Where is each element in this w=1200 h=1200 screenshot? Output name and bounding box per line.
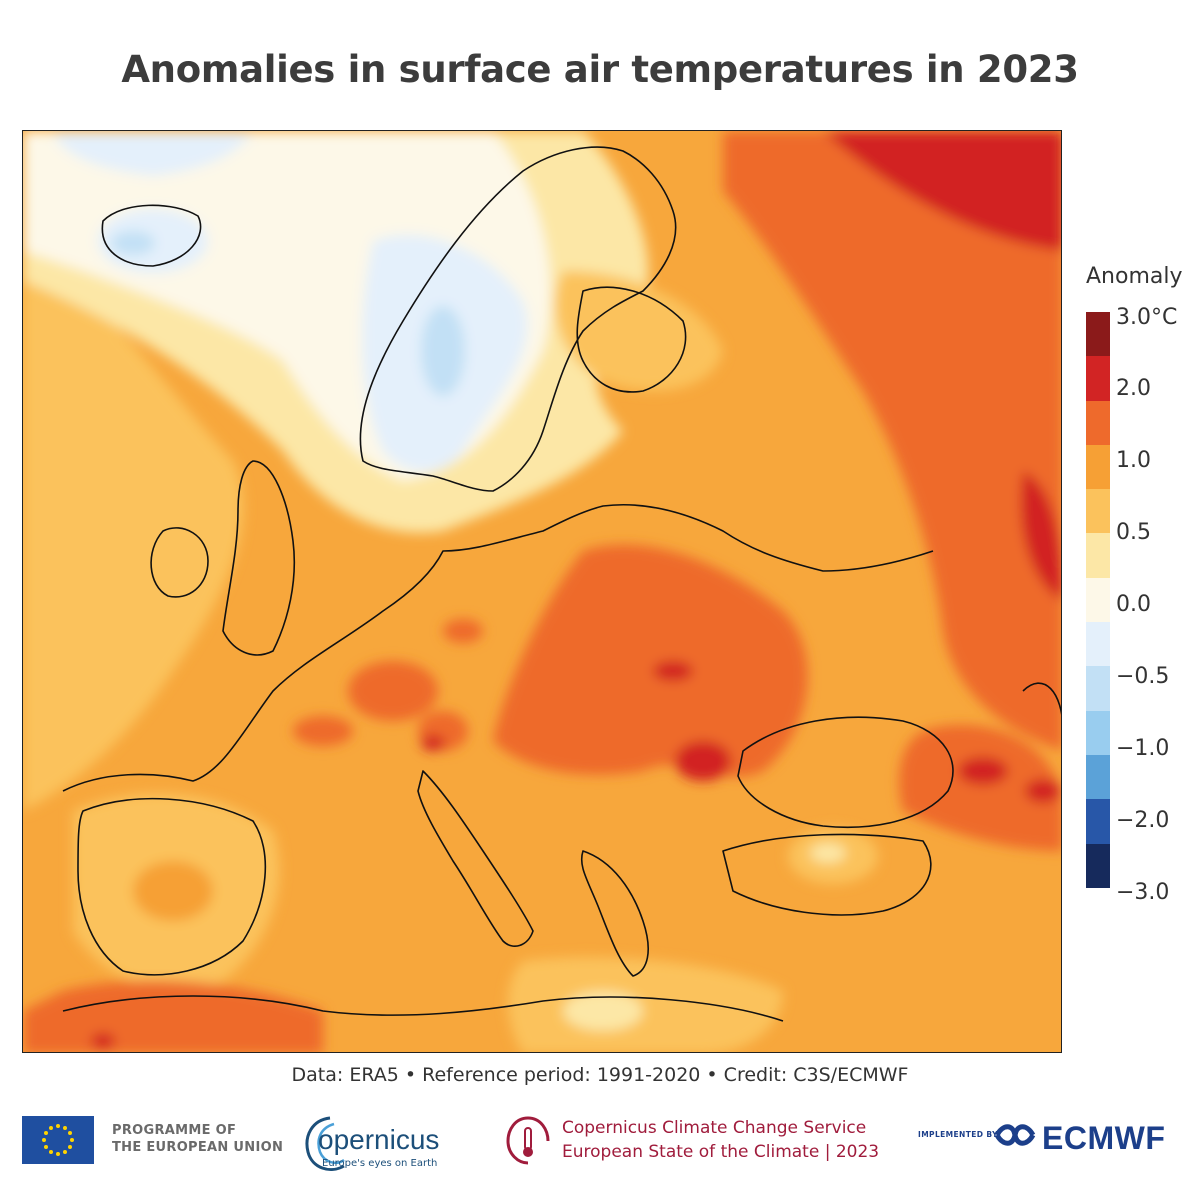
- c3s-line-1: Copernicus Climate Change Service: [562, 1118, 867, 1138]
- zone-hot-ukraine: [653, 661, 693, 681]
- coastline-ireland: [150, 527, 209, 598]
- eu-line-1: PROGRAMME OF: [112, 1123, 237, 1138]
- legend-tick-label: −1.0: [1116, 736, 1170, 761]
- data-credit: Data: ERA5 • Reference period: 1991-2020…: [291, 1064, 909, 1086]
- legend-swatch: [1086, 754, 1110, 800]
- copernicus-tagline: Europe's eyes on Earth: [322, 1158, 438, 1169]
- implemented-by-text: IMPLEMENTED BY: [918, 1130, 998, 1139]
- ecmwf-wordmark: ECMWF: [1042, 1120, 1166, 1156]
- zone-hot-caucasus: [1025, 779, 1061, 803]
- map-title: Anomalies in surface air temperatures in…: [121, 48, 1079, 91]
- coastline-iceland: [101, 204, 202, 267]
- legend-color-bar: [1086, 312, 1110, 888]
- zone-warm-iberia: [133, 861, 213, 921]
- legend-tick-label: −0.5: [1116, 664, 1170, 689]
- zone-cool-anatolia: [810, 843, 846, 863]
- zone-northeast-hot: [823, 131, 1061, 251]
- legend-title: Anomaly: [1086, 264, 1183, 289]
- zone-hot-turkey: [958, 757, 1008, 785]
- zone-colder-iceland: [111, 231, 155, 255]
- legend-tick-label: −2.0: [1116, 808, 1170, 833]
- legend-tick-label: −3.0: [1116, 880, 1170, 905]
- coastline-continent: [62, 503, 934, 792]
- legend-swatch: [1086, 489, 1110, 534]
- copernicus-wordmark: opernicus: [318, 1124, 440, 1155]
- legend-swatch: [1086, 444, 1110, 490]
- legend-swatch: [1086, 843, 1110, 888]
- ecmwf-logo-icon: [994, 1124, 1036, 1146]
- zone-hot-balkans: [675, 741, 731, 781]
- legend-swatch: [1086, 622, 1110, 667]
- legend-tick-label: 0.0: [1116, 592, 1151, 617]
- coastline-anatolia: [722, 833, 932, 916]
- c3s-text: Copernicus Climate Change Service Europe…: [562, 1116, 879, 1164]
- zone-cold-north: [53, 131, 253, 176]
- anomaly-map-canvas: [23, 131, 1061, 1052]
- coastline-scandinavia: [359, 146, 677, 492]
- legend-tick-label: 1.0: [1116, 448, 1151, 473]
- anomaly-map: [22, 130, 1062, 1053]
- legend-swatch: [1086, 533, 1110, 578]
- legend-tick-label: 3.0°C: [1116, 305, 1178, 330]
- zone-atlantic: [23, 251, 244, 811]
- eu-programme-text: PROGRAMME OF THE EUROPEAN UNION: [112, 1122, 283, 1156]
- legend-swatch: [1086, 400, 1110, 445]
- eu-flag-icon: [22, 1116, 94, 1164]
- zone-central-east-warm: [493, 544, 808, 777]
- legend-swatch: [1086, 577, 1110, 623]
- zone-hot-north-africa: [91, 1033, 115, 1049]
- c3s-thermometer-icon: [506, 1116, 550, 1165]
- coastline-caspian: [1022, 682, 1061, 716]
- c3s-line-2: European State of the Climate | 2023: [562, 1142, 880, 1162]
- zone-mild-libya: [563, 991, 643, 1031]
- zone-mediterranean-mild: [508, 957, 783, 1052]
- zone-turkey-warm: [899, 724, 1061, 851]
- zone-hot-alps: [421, 735, 445, 751]
- zone-warm-germany: [443, 619, 483, 643]
- zone-warm-france: [348, 661, 438, 721]
- legend-swatch: [1086, 356, 1110, 401]
- coastline-finland: [576, 286, 687, 393]
- zone-warm-central: [293, 716, 353, 746]
- zone-russia-warm: [723, 131, 1061, 751]
- legend-tick-label: 2.0: [1116, 376, 1151, 401]
- coastline-north-africa: [62, 995, 784, 1022]
- legend-swatch: [1086, 799, 1110, 844]
- eu-line-2: THE EUROPEAN UNION: [112, 1140, 284, 1155]
- coastline-black-sea: [737, 716, 954, 829]
- zone-colder-norway: [421, 306, 465, 396]
- coastline-balkans-greece: [580, 850, 649, 977]
- legend-tick-label: 0.5: [1116, 520, 1151, 545]
- footer-logos: PROGRAMME OF THE EUROPEAN UNION opernicu…: [0, 1110, 1200, 1190]
- coastline-italy: [417, 770, 534, 947]
- copernicus-logo-icon: [305, 1116, 345, 1171]
- zone-east-hot: [1021, 471, 1061, 600]
- coastline-britain: [222, 460, 296, 656]
- legend-swatch: [1086, 710, 1110, 755]
- coastline-iberia: [77, 797, 267, 976]
- legend-swatch: [1086, 312, 1110, 357]
- zone-finland-moderate: [555, 271, 723, 391]
- legend-swatch: [1086, 666, 1110, 711]
